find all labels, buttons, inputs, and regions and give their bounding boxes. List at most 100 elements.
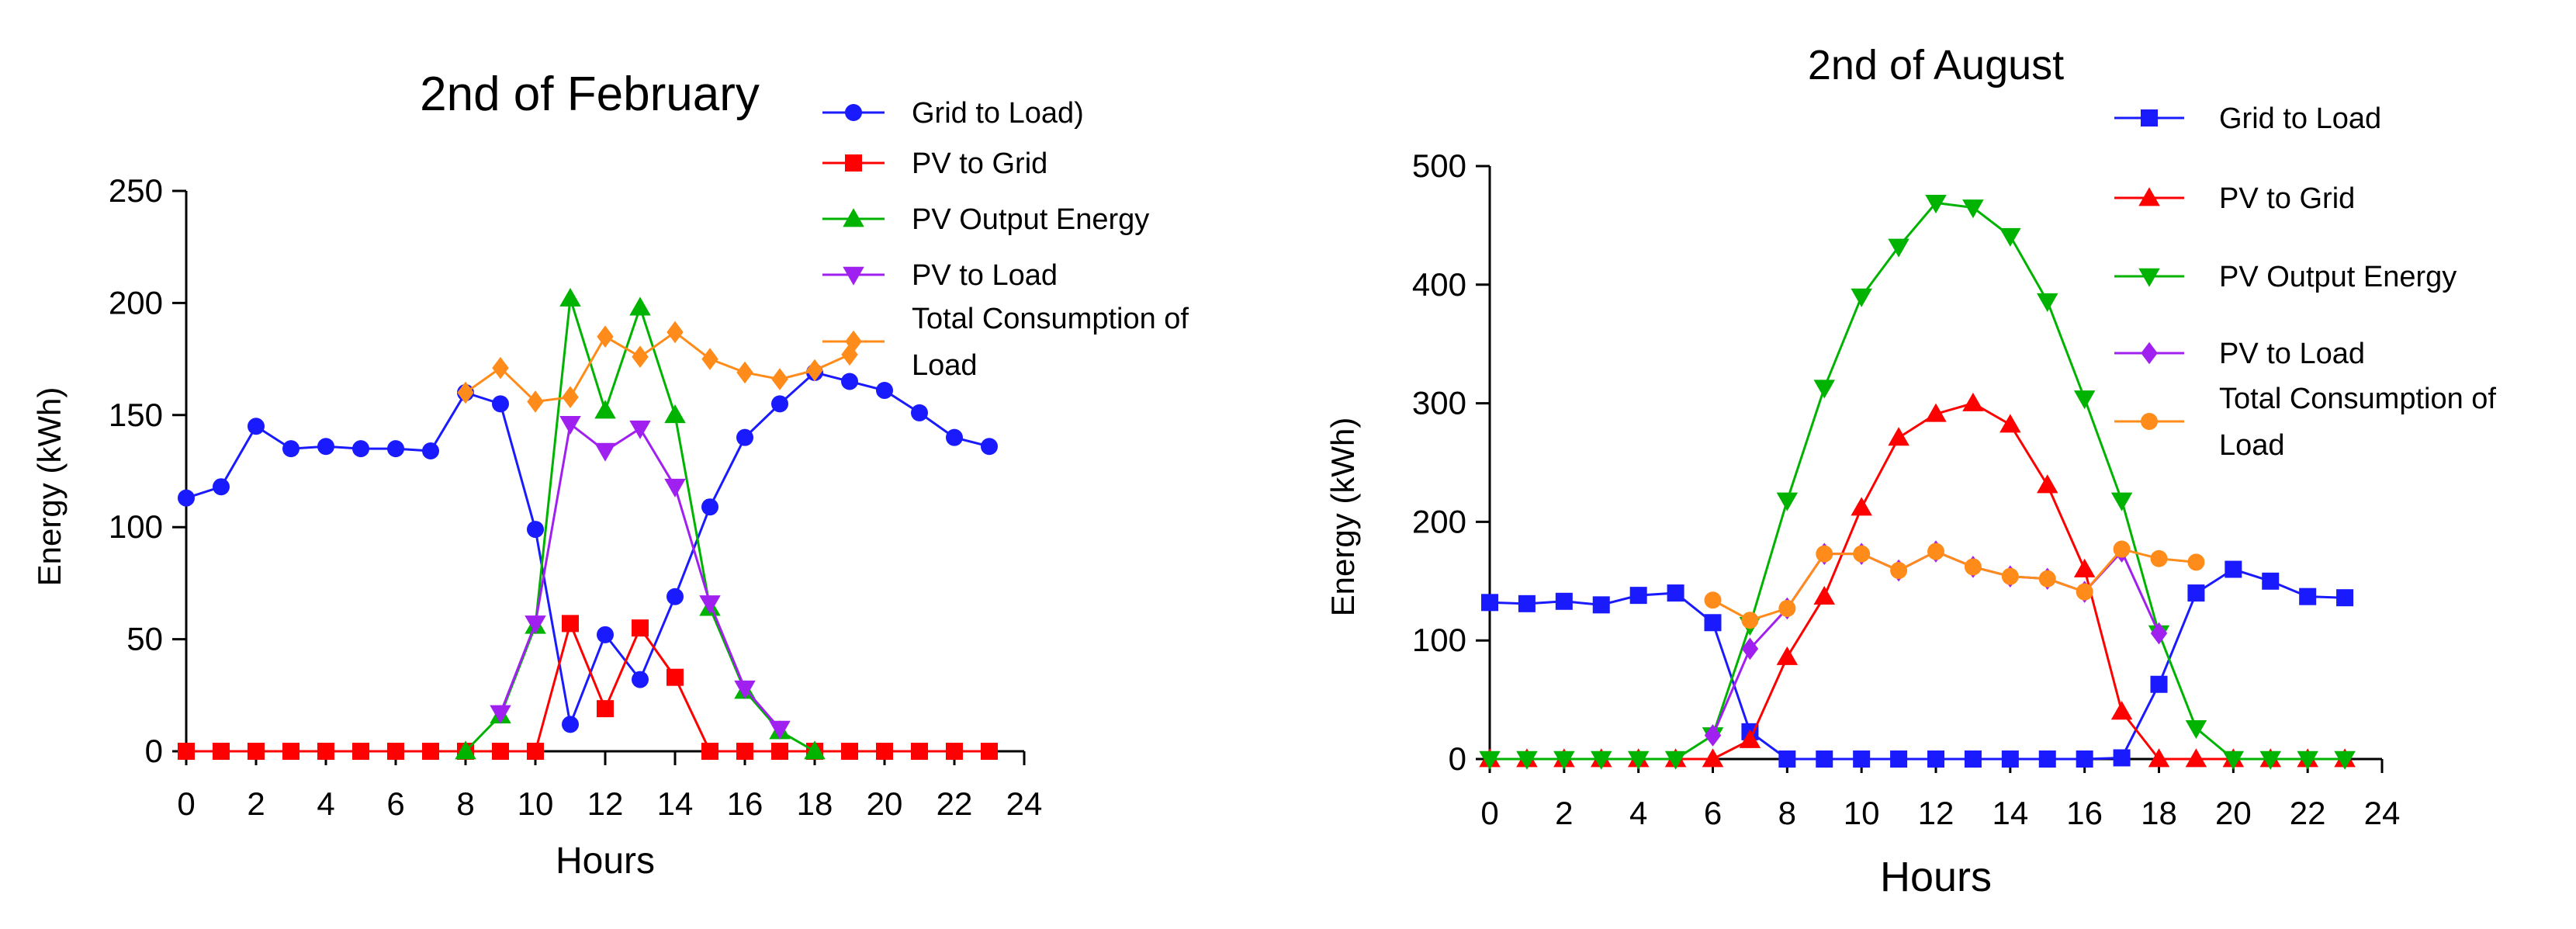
data-point (2225, 560, 2242, 578)
data-point (2038, 570, 2056, 588)
data-point (632, 671, 649, 688)
legend-item: PV Output Energy (822, 203, 1149, 236)
plot-area (1479, 195, 2356, 770)
y-tick-label: 50 (126, 621, 163, 657)
data-point (525, 615, 546, 635)
data-point (1704, 591, 1722, 609)
legend-item: PV to Grid (2114, 182, 2355, 215)
data-point (734, 680, 756, 699)
data-point (1553, 750, 1575, 770)
data-point (771, 368, 788, 390)
legend-item: Grid to Load (2114, 102, 2381, 135)
data-point (804, 740, 826, 760)
data-point (422, 743, 439, 760)
x-tick-label: 14 (657, 785, 694, 822)
series-line (1712, 547, 2197, 622)
data-point (2113, 749, 2131, 767)
legend-label: PV to Grid (912, 147, 1047, 180)
legend-item: Grid to Load) (822, 97, 1084, 130)
x-tick-label: 8 (456, 785, 474, 822)
x-tick-label: 10 (518, 785, 554, 822)
data-point (1851, 288, 1872, 307)
data-point (736, 743, 753, 760)
data-point (2076, 583, 2093, 601)
data-point (1518, 594, 1536, 612)
data-point (2000, 414, 2021, 433)
data-point (667, 588, 684, 605)
data-point (490, 705, 511, 724)
data-point (1890, 750, 1908, 768)
data-point (248, 743, 265, 760)
x-tick-label: 2 (247, 785, 265, 822)
data-point (559, 287, 581, 307)
chart-title: 2nd of February (420, 68, 760, 121)
data-point (2037, 293, 2058, 312)
data-point (1778, 750, 1796, 768)
legend: Grid to Load PV to Grid PV Output Energy PV… (2114, 102, 2496, 462)
series-line (185, 371, 990, 729)
data-point (2336, 589, 2354, 607)
data-point (1776, 492, 1799, 511)
data-point (701, 348, 718, 370)
data-point (2222, 750, 2245, 770)
data-point (946, 743, 963, 760)
data-point (981, 743, 998, 760)
data-point (387, 440, 404, 458)
data-point (422, 442, 439, 460)
data-point (664, 404, 686, 424)
data-point (559, 416, 581, 435)
x-tick-label: 4 (317, 785, 334, 822)
x-tick-label: 24 (1006, 785, 1043, 822)
data-point (282, 743, 299, 760)
data-point (736, 361, 753, 384)
series-line (465, 331, 850, 404)
data-point (701, 743, 718, 760)
legend-label: PV to Grid (2219, 182, 2355, 215)
data-point (492, 395, 509, 413)
x-tick-label: 22 (2290, 795, 2326, 831)
data-point (2148, 748, 2170, 768)
legend-item: Total Consumption of Load (2114, 383, 2496, 462)
chart-title: 2nd of August (1808, 42, 2064, 88)
data-point (1741, 637, 1759, 660)
data-point (1888, 427, 1909, 446)
legend-marker (2141, 341, 2158, 365)
data-point (629, 296, 651, 316)
chart-august: 2nd of August Energy (kWh) Hours 0 2 4 6 8 10… (1324, 42, 2496, 900)
x-tick-label: 24 (2364, 795, 2401, 831)
data-point (841, 343, 858, 366)
y-tick-label: 400 (1412, 266, 1466, 303)
data-point (492, 356, 509, 380)
legend-item: Total Consumption of Load (822, 303, 1189, 382)
data-point (562, 615, 579, 633)
data-point (1927, 750, 1944, 768)
y-tick-label: 200 (1412, 503, 1466, 539)
data-point (1629, 587, 1647, 605)
data-point (1778, 599, 1796, 617)
y-tick-label: 100 (109, 508, 163, 545)
x-tick-label: 18 (797, 785, 833, 822)
data-point (1741, 612, 1759, 629)
data-point (2001, 750, 2019, 768)
legend-item: PV to Load (2114, 338, 2365, 370)
legend-label: Total Consumption of Load (912, 303, 1189, 382)
legend-marker (843, 208, 864, 227)
data-point (1813, 585, 1835, 605)
series-line (1490, 201, 2346, 761)
y-tick-label: 200 (109, 284, 163, 321)
data-point (2000, 227, 2021, 247)
y-axis-label: Energy (kWh) (31, 387, 68, 587)
data-point (2299, 588, 2317, 605)
series-line (1712, 549, 2160, 737)
data-point (1702, 748, 1724, 768)
legend-marker (2141, 109, 2158, 127)
data-point (1964, 750, 1982, 768)
data-point (2073, 558, 2096, 577)
data-point (1925, 195, 1947, 214)
data-point (632, 345, 649, 369)
data-point (1813, 380, 1835, 399)
